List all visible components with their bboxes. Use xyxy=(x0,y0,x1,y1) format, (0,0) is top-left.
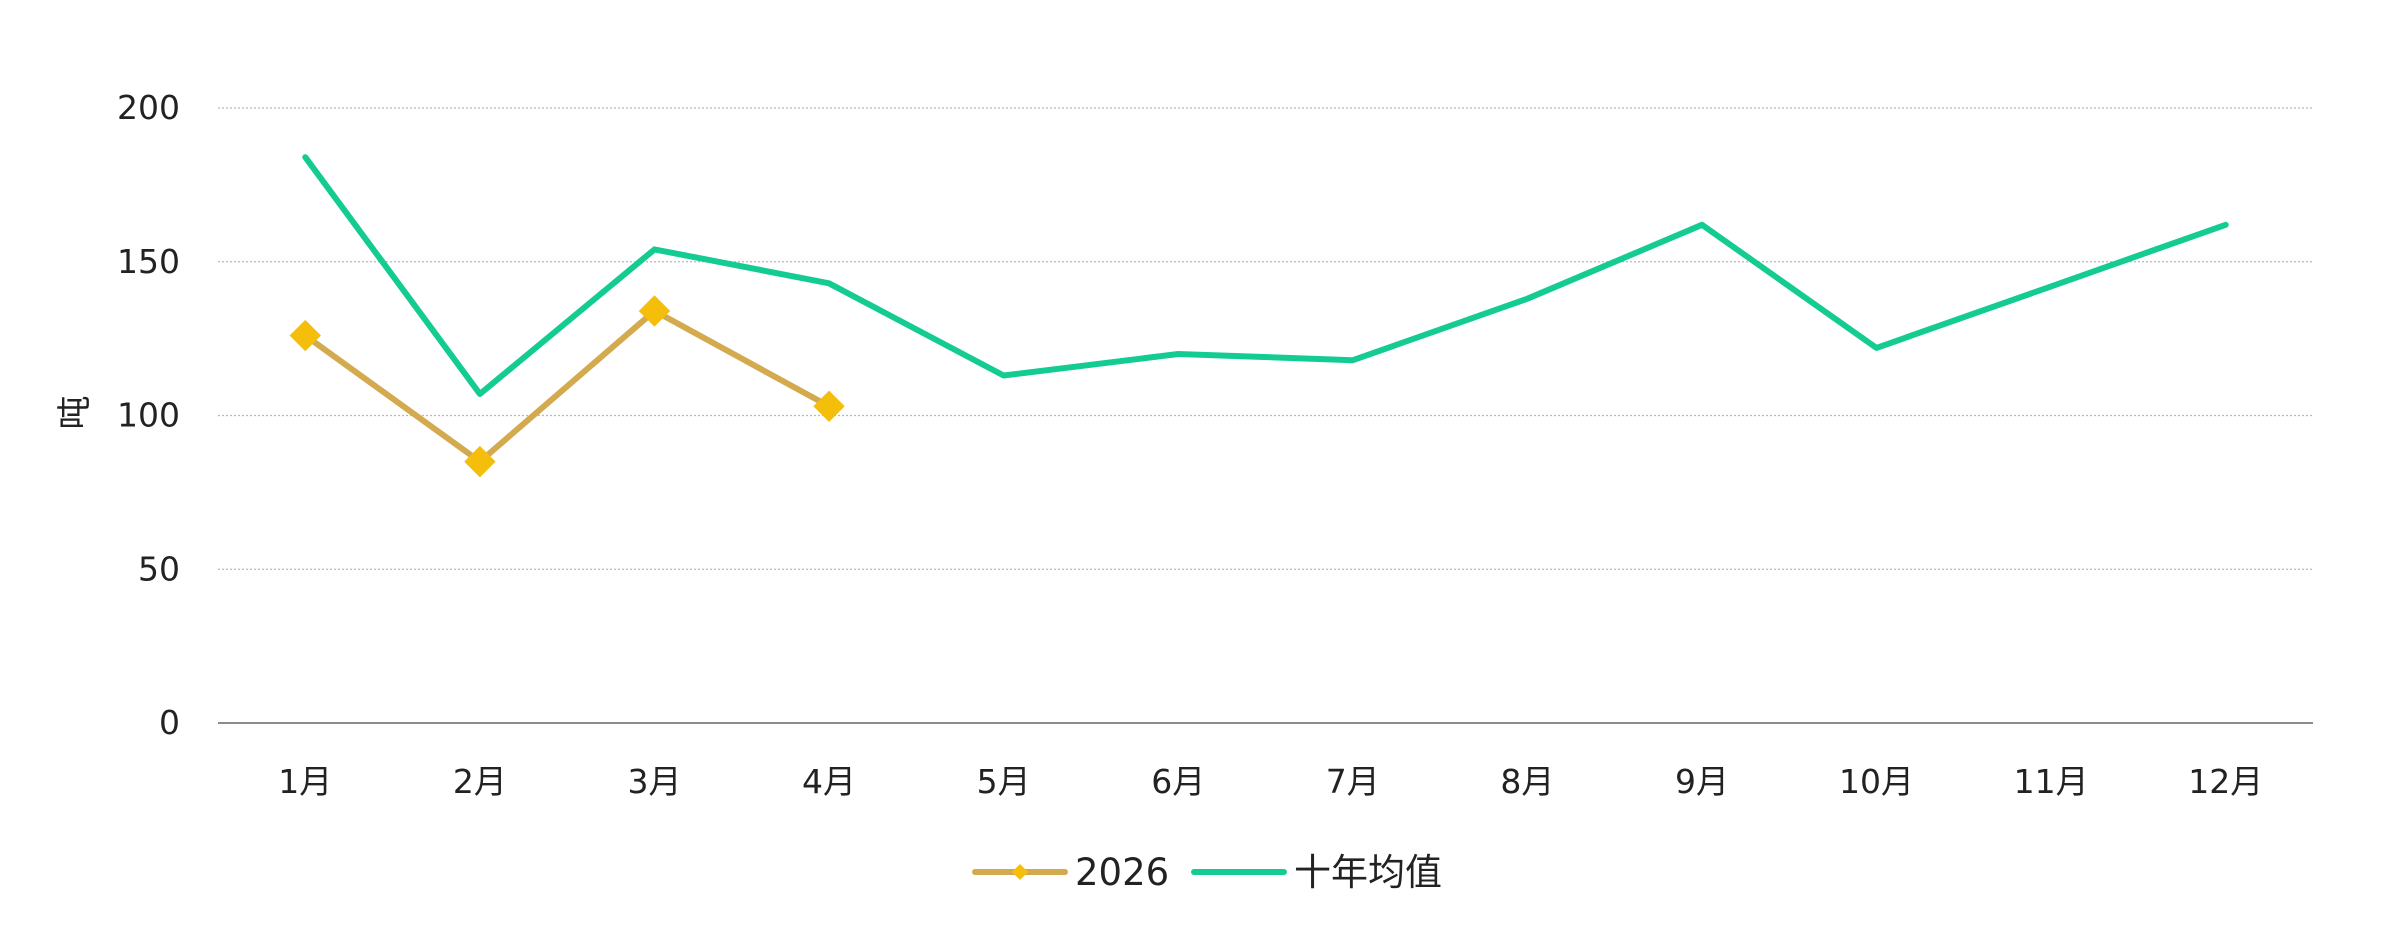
y-tick-label: 0 xyxy=(159,703,180,742)
data-point-2026 xyxy=(638,295,671,327)
x-axis: 1月 2月 3月 4月 5月 6月 7月 8月 9月 10月 11月 12月 xyxy=(278,762,2263,801)
gridlines xyxy=(218,107,2313,724)
legend-marker xyxy=(1012,864,1028,880)
y-tick-label: 100 xyxy=(117,396,180,435)
x-tick-label: 10月 xyxy=(1839,762,1914,801)
series-line-2026 xyxy=(302,307,832,465)
x-tick-label: 7月 xyxy=(1326,762,1380,801)
x-tick-label: 6月 xyxy=(1151,762,1205,801)
x-tick-label: 5月 xyxy=(977,762,1031,801)
data-point-2026 xyxy=(813,390,845,422)
y-axis-title: 吨 xyxy=(55,396,95,430)
legend: 2026 十年均值 xyxy=(972,851,1442,894)
legend-label: 十年均值 xyxy=(1294,851,1442,894)
legend-item: 2026 xyxy=(972,851,1169,894)
y-tick-label: 50 xyxy=(138,549,180,588)
x-tick-label: 12月 xyxy=(2188,762,2263,801)
x-tick-label: 11月 xyxy=(2014,762,2089,801)
legend-item: 十年均值 xyxy=(1191,851,1442,894)
data-point-2026 xyxy=(464,445,496,478)
x-tick-label: 2月 xyxy=(453,762,507,801)
x-tick-label: 3月 xyxy=(627,762,681,801)
x-tick-label: 1月 xyxy=(278,762,332,801)
y-axis: 0 50 100 150 200 xyxy=(117,88,180,742)
legend-label: 2026 xyxy=(1075,851,1169,894)
y-tick-label: 200 xyxy=(117,88,180,127)
data-point-2026 xyxy=(289,319,321,352)
x-tick-label: 4月 xyxy=(802,762,856,801)
x-tick-label: 9月 xyxy=(1675,762,1729,801)
series-line-ten-year-average xyxy=(302,154,2229,397)
x-tick-label: 8月 xyxy=(1500,762,1554,801)
plot-area xyxy=(289,154,2229,478)
y-tick-label: 150 xyxy=(117,242,180,281)
